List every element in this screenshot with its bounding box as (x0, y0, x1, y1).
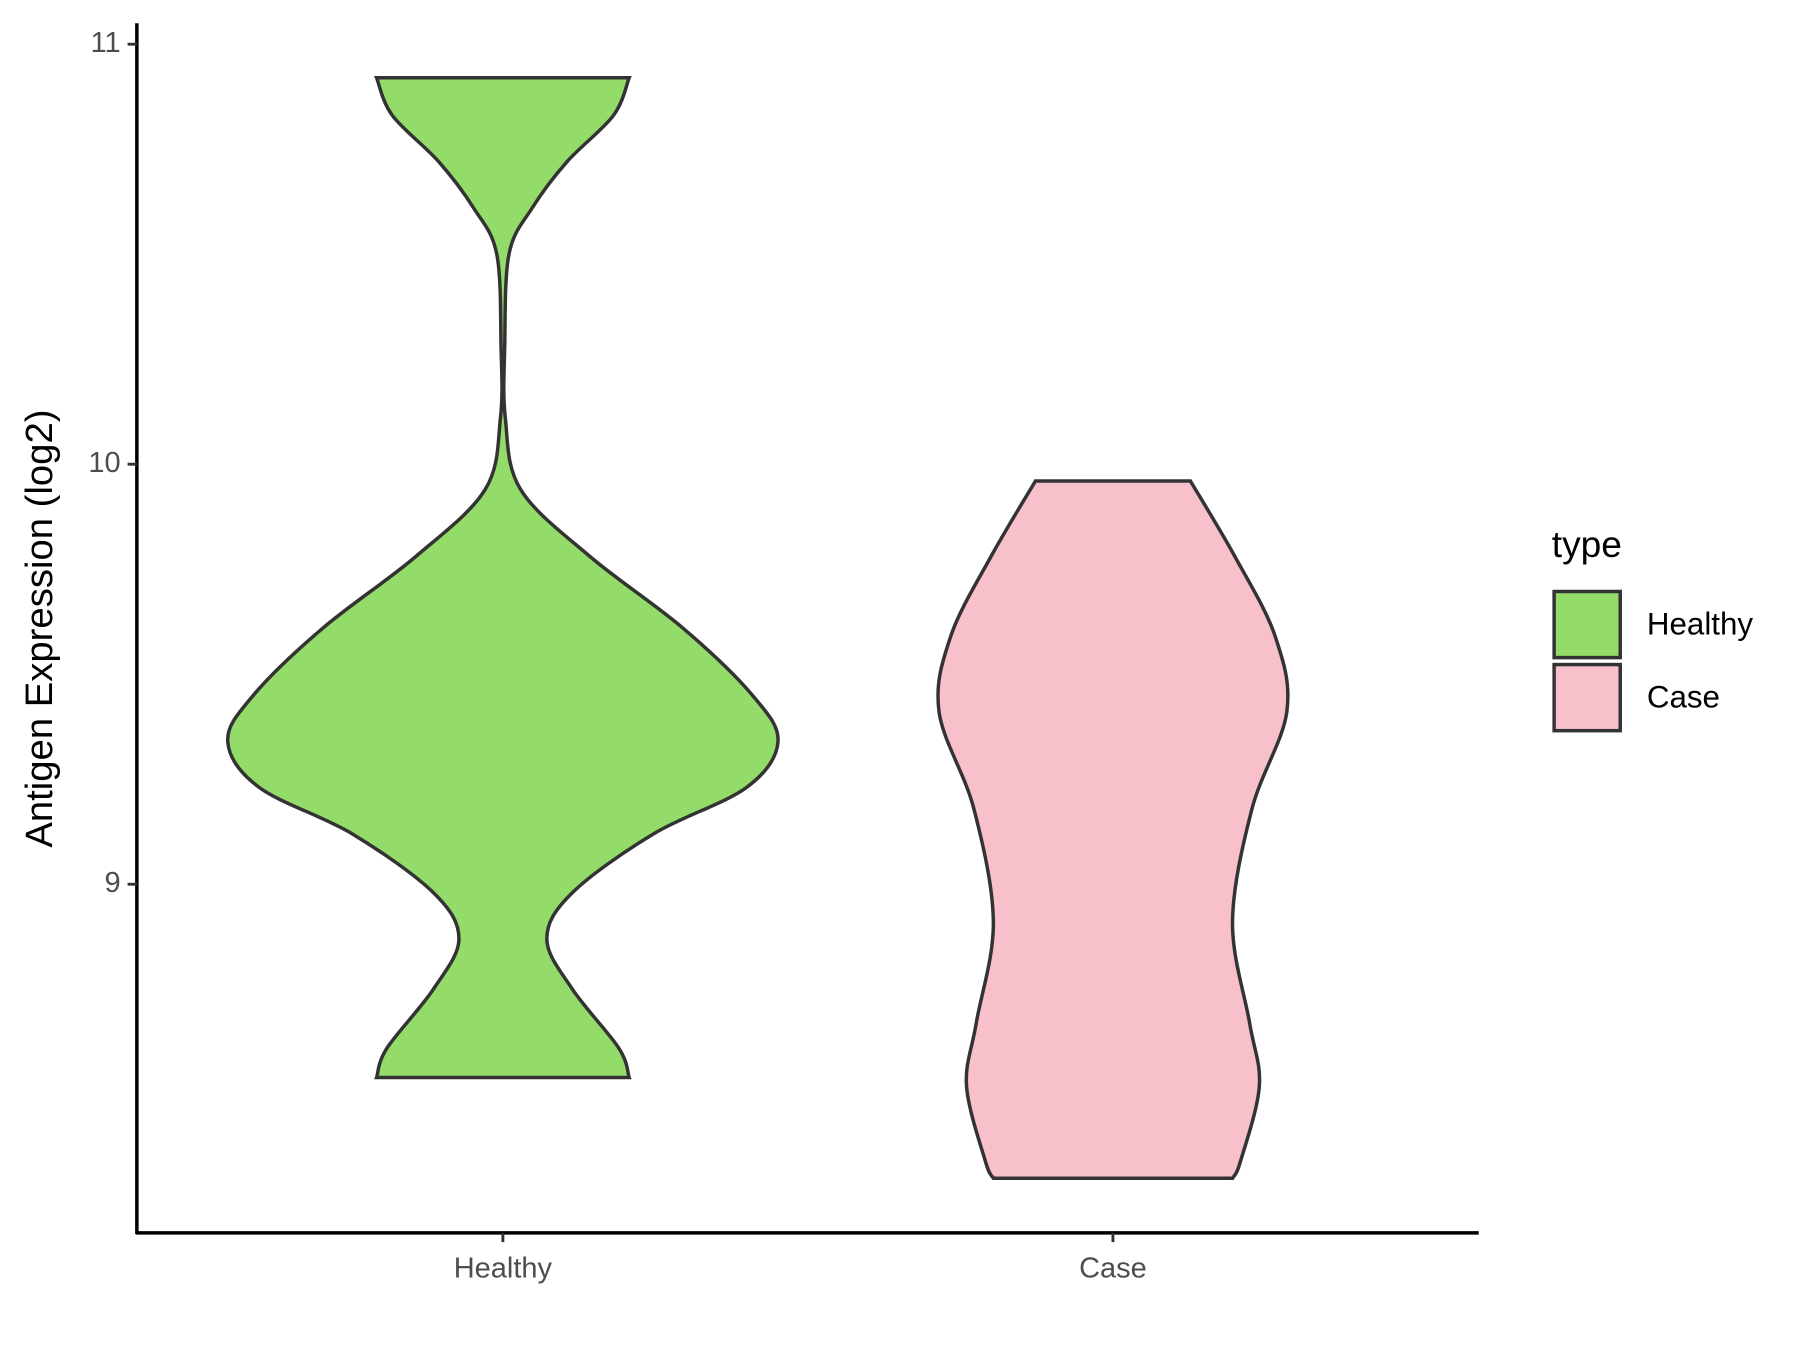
legend-key (1552, 589, 1622, 660)
legend-label: Healthy (1647, 607, 1753, 642)
y-tick-label: 9 (104, 867, 120, 899)
legend-key (1552, 662, 1622, 733)
violin (226, 76, 780, 1080)
y-axis-title: Antigen Expression (log2) (18, 410, 61, 848)
legend-label: Case (1647, 680, 1720, 715)
x-tick-label: Healthy (454, 1253, 553, 1285)
violin (936, 479, 1290, 1180)
y-tick-label: 11 (91, 27, 121, 59)
y-tick-label: 10 (88, 447, 120, 479)
legend-title: type (1552, 523, 1622, 565)
x-tick-label: Case (1079, 1253, 1147, 1285)
